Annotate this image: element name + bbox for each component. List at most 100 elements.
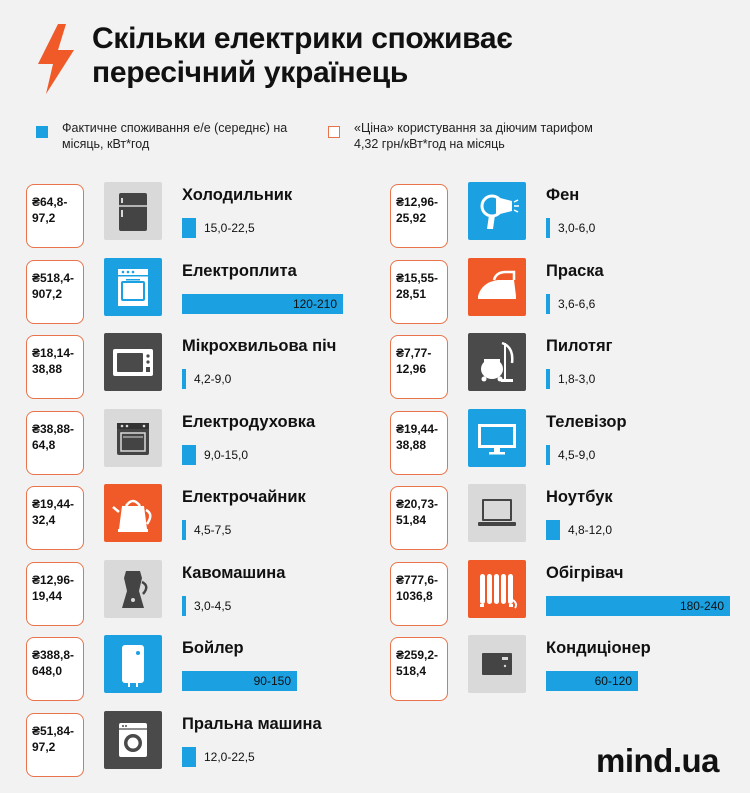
price-line-2: 907,2 <box>32 286 63 301</box>
consumption-label: 12,0-22,5 <box>204 749 255 764</box>
consumption-label: 9,0-15,0 <box>204 447 249 462</box>
price-badge: ₴20,73- 51,84 <box>390 486 448 550</box>
price-line-1: ₴20,73- <box>396 497 439 511</box>
consumption-bar <box>182 595 186 616</box>
price-line-2: 28,51 <box>396 286 427 301</box>
consumption-label: 3,6-6,6 <box>558 296 596 311</box>
legend-consumption: Фактичне споживання е/е (середнє) на міс… <box>36 120 336 154</box>
legend-swatch-price <box>328 126 340 138</box>
price-badge: ₴7,77- 12,96 <box>390 335 448 399</box>
consumption-label: 180-240 <box>679 598 724 613</box>
price-line-1: ₴12,96- <box>32 572 75 587</box>
appliance-name: Електроплита <box>182 261 297 280</box>
consumption-bar <box>546 369 550 389</box>
price-line-1: ₴18,14- <box>32 346 75 360</box>
tv-icon <box>468 408 526 467</box>
price-line-2: 518,4 <box>396 664 427 678</box>
consumption-label: 4,5-9,0 <box>558 447 596 462</box>
appliance-row: ₴259,2- 518,4 Кондиціонер 60-120 <box>390 635 750 703</box>
oven-icon <box>104 408 162 467</box>
kettle-icon <box>104 484 162 542</box>
price-line-1: ₴518,4- <box>32 270 75 285</box>
appliance-row: ₴18,14- 38,88 Мікрохвильова піч 4,2-9,0 <box>26 333 386 401</box>
vacuum-cleaner-icon <box>468 333 526 391</box>
legend-label-consumption: Фактичне споживання е/е (середнє) на міс… <box>62 121 288 151</box>
price-line-2: 51,84 <box>396 513 427 527</box>
price-line-1: ₴15,55- <box>396 270 439 285</box>
hair-dryer-icon <box>468 182 526 240</box>
logo: mind.ua <box>596 742 720 779</box>
price-badge: ₴38,88- 64,8 <box>26 410 84 475</box>
consumption-label: 4,8-12,0 <box>568 523 613 537</box>
appliance-row: ₴19,44- 38,88 Телевізор 4,5-9,0 <box>390 408 750 477</box>
price-line-2: 25,92 <box>396 211 427 225</box>
appliance-name: Пральна машина <box>182 714 322 733</box>
appliance-name: Електродуховка <box>182 412 316 431</box>
microwave-icon <box>104 333 162 391</box>
price-line-1: ₴7,77- <box>396 346 432 360</box>
price-line-2: 97,2 <box>32 739 56 754</box>
appliance-row: ₴19,44- 32,4 Електрочайник 4,5-7,5 <box>26 484 386 552</box>
price-badge: ₴18,14- 38,88 <box>26 335 84 399</box>
price-badge: ₴51,84- 97,2 <box>26 712 84 777</box>
consumption-bar <box>182 444 196 465</box>
consumption-bar <box>182 746 196 767</box>
appliance-name: Ноутбук <box>546 488 613 506</box>
appliance-name: Обігрівач <box>546 563 624 582</box>
appliance-row: ₴20,73- 51,84 Ноутбук 4,8-12,0 <box>390 484 750 552</box>
iron-icon <box>468 257 526 316</box>
price-line-2: 38,88 <box>32 362 63 376</box>
consumption-bar <box>182 293 343 314</box>
consumption-bar <box>182 520 186 540</box>
price-badge: ₴12,96- 25,92 <box>390 184 448 248</box>
price-line-1: ₴777,6- <box>396 572 439 587</box>
air-conditioner-icon <box>468 635 526 693</box>
heater-icon <box>468 559 526 618</box>
stove-icon <box>104 257 162 316</box>
appliance-row: ₴7,77- 12,96 Пилотяг 1,8-3,0 <box>390 333 750 401</box>
consumption-label: 60-120 <box>594 674 632 688</box>
price-line-2: 32,4 <box>32 513 56 527</box>
appliance-row: ₴777,6- 1036,8 Обігрівач 180-240 <box>390 559 750 628</box>
price-line-2: 1036,8 <box>396 588 433 603</box>
consumption-label: 3,0-6,0 <box>558 221 596 235</box>
price-line-1: ₴388,8- <box>32 648 75 662</box>
consumption-bar <box>182 218 196 238</box>
price-line-1: ₴19,44- <box>396 421 439 436</box>
consumption-label: 1,8-3,0 <box>558 372 596 386</box>
appliance-name: Кондиціонер <box>546 639 651 657</box>
price-badge: ₴518,4- 907,2 <box>26 259 84 324</box>
appliance-row: ₴38,88- 64,8 Електродуховка 9,0-15,0 <box>26 408 386 477</box>
appliance-row: ₴12,96- 25,92 Фен 3,0-6,0 <box>390 182 750 250</box>
appliance-row: ₴15,55- 28,51 Праска 3,6-6,6 <box>390 257 750 326</box>
price-line-2: 12,96 <box>396 362 427 376</box>
consumption-bar <box>546 595 730 616</box>
legend-price: «Ціна» користування за діючим тарифом 4,… <box>328 120 628 154</box>
consumption-bar <box>546 444 550 465</box>
boiler-icon <box>104 635 162 693</box>
lightning-icon <box>38 24 74 94</box>
price-badge: ₴259,2- 518,4 <box>390 637 448 701</box>
price-line-2: 19,44 <box>32 588 63 603</box>
appliance-row: ₴518,4- 907,2 Електроплита 120-210 <box>26 257 386 326</box>
appliance-row: ₴12,96- 19,44 Кавомашина 3,0-4,5 <box>26 559 386 628</box>
coffee-maker-icon <box>104 559 162 618</box>
consumption-bar <box>546 671 638 691</box>
appliance-name: Електрочайник <box>182 488 306 506</box>
consumption-label: 15,0-22,5 <box>204 221 255 235</box>
appliance-name: Мікрохвильова піч <box>182 337 337 355</box>
price-badge: ₴19,44- 38,88 <box>390 410 448 475</box>
appliance-name: Холодильник <box>182 186 293 204</box>
price-badge: ₴12,96- 19,44 <box>26 561 84 626</box>
price-badge: ₴19,44- 32,4 <box>26 486 84 550</box>
appliance-row: ₴51,84- 97,2 Пральна машина 12,0-22,5 <box>26 710 386 779</box>
price-line-2: 97,2 <box>32 211 56 225</box>
fridge-icon <box>104 182 162 240</box>
consumption-label: 3,0-4,5 <box>194 598 232 613</box>
price-line-2: 64,8 <box>32 437 56 452</box>
consumption-bar <box>182 369 186 389</box>
price-line-1: ₴19,44- <box>32 497 75 511</box>
washing-machine-icon <box>104 710 162 769</box>
price-line-1: ₴51,84- <box>32 723 75 738</box>
consumption-bar <box>546 293 550 314</box>
